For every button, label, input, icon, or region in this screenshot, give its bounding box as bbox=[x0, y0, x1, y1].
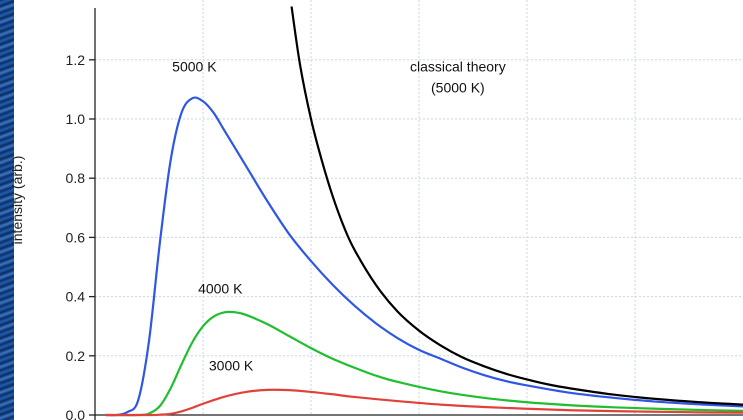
grid-lines bbox=[95, 0, 743, 415]
y-tick-label: 0.6 bbox=[66, 229, 86, 245]
y-axis: 0.0 0.2 0.4 0.6 0.8 1.0 1.2 bbox=[66, 8, 743, 420]
y-tick-label: 0.2 bbox=[66, 348, 86, 364]
series-line-4000-k bbox=[105, 310, 743, 417]
y-tick-label: 0.4 bbox=[66, 289, 86, 305]
series-line-3000-k bbox=[105, 388, 743, 417]
y-axis-label: intensity (arb.) bbox=[9, 156, 25, 245]
background-texture-strip bbox=[0, 0, 14, 420]
annotation-3000-k: 3000 K bbox=[209, 358, 254, 374]
series-lines bbox=[105, 6, 743, 417]
y-tick-label: 0.0 bbox=[66, 407, 86, 420]
annotation-5000-k: (5000 K) bbox=[431, 79, 485, 95]
y-tick-label: 1.0 bbox=[66, 111, 86, 127]
annotation-5000-k: 5000 K bbox=[172, 59, 217, 75]
y-tick-label: 0.8 bbox=[66, 170, 86, 186]
annotations: 5000 K 4000 K 3000 K classical theory (5000 … bbox=[172, 59, 506, 374]
series-line-classical-theory-5000-k bbox=[290, 6, 743, 406]
y-tick-label: 1.2 bbox=[66, 52, 86, 68]
annotation-4000-k: 4000 K bbox=[198, 281, 243, 297]
series-line-5000-k bbox=[105, 96, 743, 417]
annotation-classical-theory: classical theory bbox=[410, 59, 506, 75]
